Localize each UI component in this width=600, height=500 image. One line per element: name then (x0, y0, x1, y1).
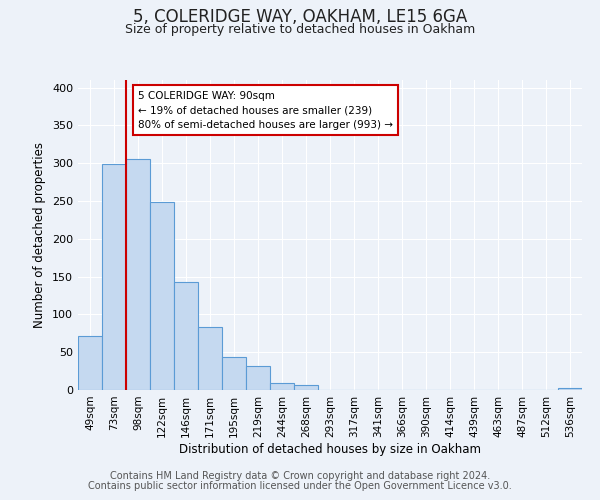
Bar (102, 164, 126, 390)
Text: 5, COLERIDGE WAY, OAKHAM, LE15 6GA: 5, COLERIDGE WAY, OAKHAM, LE15 6GA (133, 8, 467, 26)
Bar (126, 160, 150, 390)
X-axis label: Distribution of detached houses by size in Oakham: Distribution of detached houses by size … (179, 442, 481, 456)
Bar (150, 202, 174, 390)
Bar (78, 336, 102, 390)
Bar (222, 356, 246, 390)
Bar (198, 327, 222, 390)
Text: Size of property relative to detached houses in Oakham: Size of property relative to detached ho… (125, 22, 475, 36)
Text: Contains HM Land Registry data © Crown copyright and database right 2024.: Contains HM Land Registry data © Crown c… (110, 471, 490, 481)
Text: 5 COLERIDGE WAY: 90sqm
← 19% of detached houses are smaller (239)
80% of semi-de: 5 COLERIDGE WAY: 90sqm ← 19% of detached… (138, 90, 393, 130)
Bar (174, 282, 198, 390)
Bar (246, 366, 270, 390)
Bar (270, 383, 294, 390)
Bar (294, 386, 318, 390)
Text: Contains public sector information licensed under the Open Government Licence v3: Contains public sector information licen… (88, 481, 512, 491)
Bar (558, 388, 582, 390)
Y-axis label: Number of detached properties: Number of detached properties (34, 142, 46, 328)
